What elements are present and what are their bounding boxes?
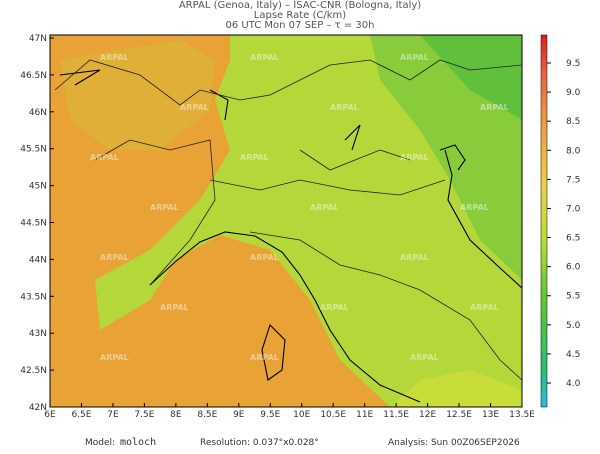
- lon-label: 10.5E: [320, 410, 346, 420]
- map-frame: [49, 34, 523, 408]
- colorbar-label: 8.5: [566, 117, 580, 127]
- lat-label: 44N: [29, 255, 47, 265]
- watermark: ARPAL: [480, 103, 509, 112]
- header-line: Lapse Rate (C/km): [254, 10, 346, 21]
- watermark: ARPAL: [250, 253, 279, 262]
- colorbar-label: 9.0: [566, 88, 581, 98]
- watermark: ARPAL: [250, 353, 279, 362]
- lon-label: 11E: [356, 410, 373, 420]
- watermark: ARPAL: [180, 103, 209, 112]
- lat-label: 43.5N: [20, 292, 47, 302]
- lon-label: 9.5E: [260, 410, 280, 420]
- watermark: ARPAL: [460, 203, 489, 212]
- lat-label: 45N: [29, 182, 47, 192]
- colorbar-label: 4.5: [566, 350, 580, 360]
- lat-label: 43N: [29, 329, 47, 339]
- lon-label: 6E: [44, 410, 56, 420]
- coastlines: [59, 69, 523, 403]
- lat-label: 42.5N: [20, 366, 47, 376]
- lon-label: 8.5E: [197, 410, 217, 420]
- lat-label: 46.5N: [20, 71, 47, 81]
- watermark: ARPAL: [250, 53, 279, 62]
- colorbar-label: 8.0: [566, 146, 581, 156]
- lat-label: 42N: [29, 403, 47, 413]
- map-field: [50, 35, 522, 407]
- lon-label: 9E: [233, 410, 245, 420]
- lon-label: 13.5E: [509, 410, 535, 420]
- colorbar-label: 6.5: [566, 234, 580, 244]
- lon-label: 12E: [419, 410, 436, 420]
- watermark: ARPAL: [100, 53, 129, 62]
- watermark: ARPAL: [160, 303, 189, 312]
- lon-label: 11.5E: [383, 410, 409, 420]
- watermark: ARPAL: [240, 153, 269, 162]
- colorbar-label: 9.5: [566, 59, 580, 69]
- lon-label: 8E: [170, 410, 182, 420]
- colorbar-label: 5.0: [566, 321, 581, 331]
- watermark: ARPAL: [90, 153, 119, 162]
- lat-label: 47N: [29, 34, 47, 44]
- header-line: 06 UTC Mon 07 SEP – τ = 30h: [226, 20, 375, 31]
- footer-model-label: Model:: [85, 438, 115, 448]
- colorbar-label: 5.5: [566, 292, 580, 302]
- colorbar-label: 7.5: [566, 175, 580, 185]
- colorbar-label: 6.0: [566, 263, 581, 273]
- watermark: ARPAL: [400, 153, 429, 162]
- lat-label: 45.5N: [20, 145, 47, 155]
- lon-label: 7.5E: [134, 410, 154, 420]
- footer-model: moloch: [120, 437, 156, 448]
- watermark: ARPAL: [470, 303, 499, 312]
- lon-label: 7E: [107, 410, 119, 420]
- watermark: ARPAL: [400, 53, 429, 62]
- lon-label: 13E: [482, 410, 499, 420]
- colorbar: [540, 34, 548, 408]
- lon-label: 12.5E: [446, 410, 472, 420]
- lon-label: 6.5E: [71, 410, 91, 420]
- watermark: ARPAL: [100, 253, 129, 262]
- colorbar-label: 7.0: [566, 204, 581, 214]
- watermark: ARPAL: [310, 203, 339, 212]
- footer-analysis: Analysis: Sun 00Z06SEP2026: [388, 438, 520, 448]
- watermark: ARPAL: [100, 353, 129, 362]
- header-line: ARPAL (Genoa, Italy) – ISAC-CNR (Bologna…: [179, 0, 421, 11]
- colorbar-label: 4.0: [566, 379, 581, 389]
- lat-label: 46N: [29, 108, 47, 118]
- watermark: ARPAL: [400, 253, 429, 262]
- watermark: ARPAL: [320, 303, 349, 312]
- lat-label: 44.5N: [20, 219, 47, 229]
- watermark: ARPAL: [410, 353, 439, 362]
- watermark: ARPAL: [150, 203, 179, 212]
- footer-resolution: Resolution: 0.037°x0.028°: [200, 438, 319, 448]
- watermark: ARPAL: [330, 103, 359, 112]
- lon-label: 10E: [293, 410, 310, 420]
- borders: [54, 59, 523, 381]
